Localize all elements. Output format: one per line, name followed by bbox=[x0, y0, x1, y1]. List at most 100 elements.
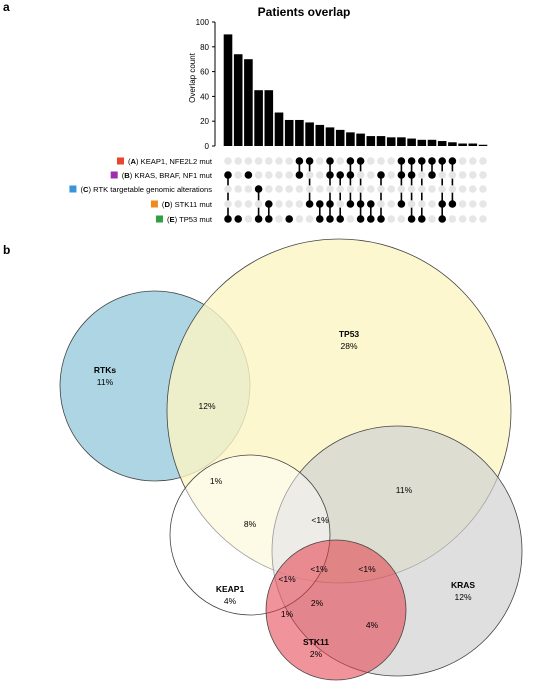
matrix-dot-active bbox=[367, 200, 375, 208]
set-letter: B bbox=[124, 171, 130, 180]
bar bbox=[458, 143, 467, 146]
matrix-dot-inactive bbox=[244, 215, 253, 223]
matrix-dot-active bbox=[326, 171, 334, 179]
bar bbox=[233, 54, 243, 146]
matrix-dot-inactive bbox=[418, 200, 426, 208]
matrix-dot-inactive bbox=[234, 200, 242, 208]
matrix-dot-active bbox=[234, 215, 242, 223]
matrix-dot-active bbox=[346, 171, 355, 179]
matrix-dot-inactive bbox=[428, 215, 436, 223]
matrix-dot-inactive bbox=[469, 157, 477, 165]
matrix-dot-active bbox=[448, 157, 457, 165]
matrix-dot-active bbox=[265, 200, 273, 208]
bar bbox=[407, 138, 416, 146]
matrix-dot-inactive bbox=[275, 171, 283, 179]
matrix-dot-inactive bbox=[275, 200, 283, 208]
y-tick-label: 80 bbox=[200, 43, 209, 52]
matrix-dot-active bbox=[326, 157, 334, 165]
matrix-dot-active bbox=[438, 157, 447, 165]
set-legend: (A) KEAP1, NFE2L2 mut (B) KRAS, BRAF, NF1… bbox=[69, 157, 213, 224]
matrix-dot-inactive bbox=[458, 215, 467, 223]
upset-plot: Patients overlap Overlap count 0 20 40 60 80… bbox=[69, 5, 488, 224]
matrix-dot-inactive bbox=[285, 157, 294, 165]
venn-value-tp53: 28% bbox=[340, 341, 357, 351]
matrix-dot-inactive bbox=[458, 185, 467, 193]
set-label: (E) TP53 mut bbox=[167, 215, 213, 224]
set-color-swatch bbox=[117, 157, 124, 165]
matrix-dot-inactive bbox=[377, 200, 385, 208]
matrix-dot-inactive bbox=[397, 215, 406, 223]
venn-value-kras: 12% bbox=[454, 592, 471, 602]
bar bbox=[274, 112, 284, 146]
venn-intersection-tp53-kras-stk11: <1% bbox=[358, 564, 376, 574]
matrix-dot-inactive bbox=[224, 185, 232, 193]
matrix-dot-active bbox=[438, 215, 447, 223]
matrix-dot-inactive bbox=[265, 171, 273, 179]
matrix-dot-inactive bbox=[387, 171, 396, 179]
matrix-dot-inactive bbox=[479, 171, 487, 179]
matrix-dot-active bbox=[397, 157, 406, 165]
matrix-dot-active bbox=[224, 215, 232, 223]
set-label: (A) KEAP1, NFE2L2 mut bbox=[128, 157, 213, 166]
bar bbox=[305, 122, 314, 146]
matrix-dot-active bbox=[367, 215, 375, 223]
set-letter: D bbox=[164, 200, 170, 209]
matrix-dot-inactive bbox=[367, 171, 375, 179]
matrix-dot-inactive bbox=[479, 157, 487, 165]
matrix-dot-inactive bbox=[336, 185, 345, 193]
matrix-dot-active bbox=[346, 200, 355, 208]
matrix-dot-inactive bbox=[275, 215, 283, 223]
matrix-dot-inactive bbox=[428, 185, 436, 193]
venn-label-kras: KRAS bbox=[451, 580, 475, 590]
matrix-dot-inactive bbox=[285, 171, 294, 179]
venn-intersection-tp53-kras: 11% bbox=[396, 485, 413, 495]
matrix-dot-inactive bbox=[305, 185, 314, 193]
bar bbox=[223, 34, 233, 146]
venn-intersection-keap1-stk11: 1% bbox=[281, 609, 294, 619]
matrix-dot-active bbox=[305, 157, 314, 165]
matrix-dot-inactive bbox=[438, 171, 447, 179]
set-name: STK11 mut bbox=[172, 200, 212, 209]
matrix-dot-inactive bbox=[316, 171, 324, 179]
matrix-dot-inactive bbox=[428, 200, 436, 208]
matrix-dot-inactive bbox=[234, 185, 242, 193]
y-tick-label: 100 bbox=[196, 18, 210, 27]
matrix-dot-inactive bbox=[448, 171, 457, 179]
matrix-dot-active bbox=[295, 157, 304, 165]
matrix-dot-inactive bbox=[387, 200, 396, 208]
upset-bars bbox=[223, 34, 488, 147]
venn-intersection-tp53-keap1: 8% bbox=[244, 519, 257, 529]
set-letter: A bbox=[131, 157, 137, 166]
matrix-dot-active bbox=[265, 215, 273, 223]
matrix-dot-inactive bbox=[356, 185, 365, 193]
chart-title: Patients overlap bbox=[258, 5, 351, 19]
matrix-dot-inactive bbox=[458, 171, 467, 179]
matrix-dot-active bbox=[428, 157, 436, 165]
matrix-dot-inactive bbox=[234, 171, 242, 179]
matrix-dot-active bbox=[356, 157, 365, 165]
matrix-dot-inactive bbox=[265, 157, 273, 165]
matrix-dot-active bbox=[285, 215, 294, 223]
matrix-dot-inactive bbox=[336, 157, 345, 165]
set-name: RTK targetable genomic alterations bbox=[91, 185, 212, 194]
venn-label-tp53: TP53 bbox=[339, 329, 360, 339]
matrix-dot-active bbox=[397, 171, 406, 179]
venn-circle-stk11 bbox=[265, 539, 407, 681]
bar bbox=[437, 141, 447, 146]
matrix-dot-active bbox=[254, 215, 263, 223]
matrix-dot-active bbox=[418, 157, 426, 165]
venn-diagram: TP53 28% RTKs 11% KRAS 12% KEAP1 4% STK1… bbox=[59, 238, 523, 681]
matrix-dot-inactive bbox=[224, 157, 232, 165]
matrix-dot-inactive bbox=[234, 157, 242, 165]
set-label: (C) RTK targetable genomic alterations bbox=[80, 185, 212, 194]
matrix-dot-inactive bbox=[479, 200, 487, 208]
matrix-dot-inactive bbox=[367, 185, 375, 193]
matrix-dot-inactive bbox=[418, 171, 426, 179]
matrix-dot-inactive bbox=[326, 185, 334, 193]
matrix-dot-inactive bbox=[295, 185, 304, 193]
matrix-dot-active bbox=[326, 215, 334, 223]
y-tick-label: 60 bbox=[200, 68, 209, 77]
matrix-dot-inactive bbox=[254, 157, 263, 165]
bar bbox=[478, 144, 488, 146]
